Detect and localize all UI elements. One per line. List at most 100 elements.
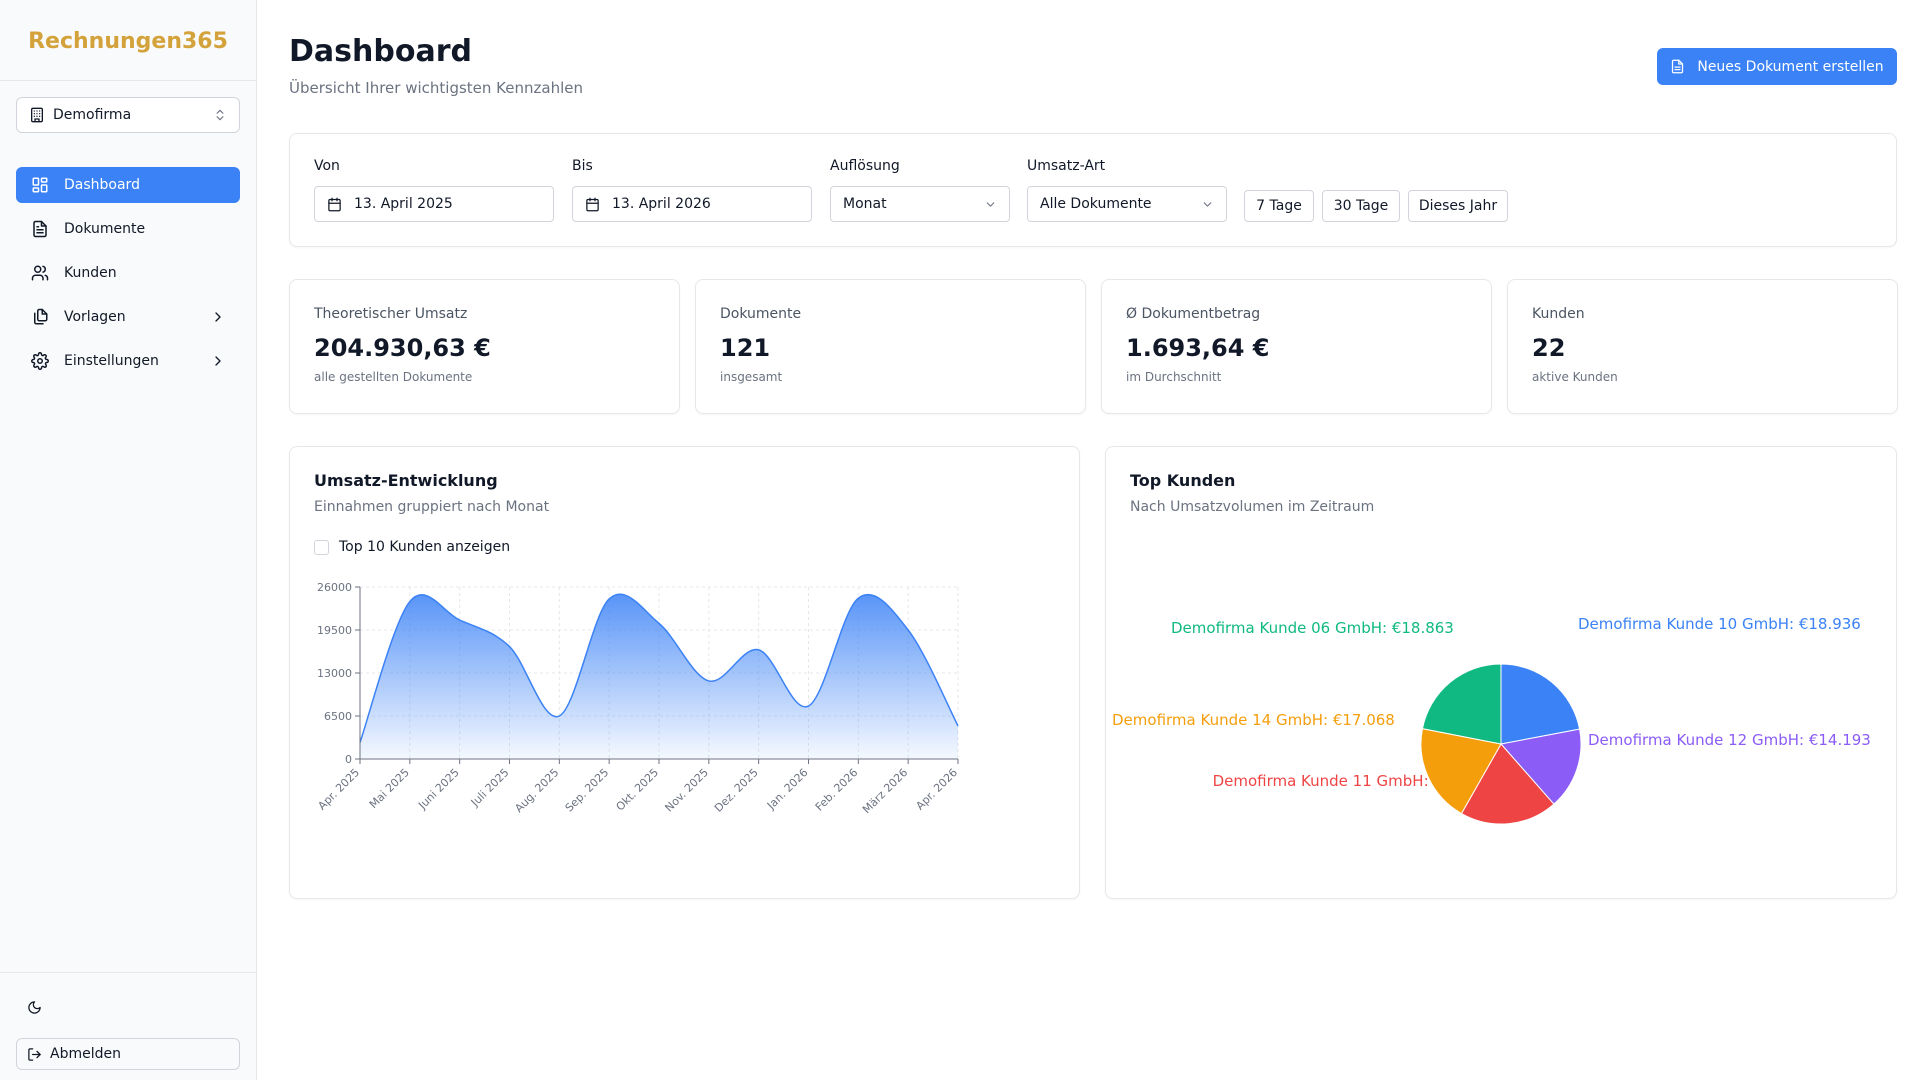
y-tick-label: 26000 (317, 581, 352, 594)
x-tick-label: Apr. 2025 (315, 766, 362, 813)
users-icon (30, 263, 50, 283)
x-tick-label: Okt. 2025 (614, 766, 662, 814)
area-fill (360, 594, 958, 759)
stat-subtitle: aktive Kunden (1532, 370, 1618, 384)
document-icon (30, 219, 50, 239)
sidebar-item-label: Vorlagen (64, 309, 126, 325)
sidebar-item-dashboard[interactable]: Dashboard (16, 167, 240, 203)
sidebar-item-kunden[interactable]: Kunden (16, 255, 240, 291)
stat-card-average: Ø Dokumentbetrag 1.693,64 € im Durchschn… (1101, 279, 1492, 414)
pie-slice-label: Demofirma Kunde 11 GmbH: €16.950 (1213, 772, 1496, 790)
chart-subtitle: Einnahmen gruppiert nach Monat (314, 499, 550, 515)
pie-slice (1500, 663, 1581, 745)
sidebar-item-label: Dokumente (64, 221, 146, 237)
sidebar-item-label: Dashboard (64, 177, 140, 193)
pie-slice-label: Demofirma Kunde 14 GmbH: €17.068 (1112, 711, 1395, 729)
y-tick-label: 19500 (317, 624, 352, 637)
revenue-type-select[interactable]: Alle Dokumente (1027, 186, 1227, 222)
resolution-select[interactable]: Monat (830, 186, 1010, 222)
stat-card-revenue: Theoretischer Umsatz 204.930,63 € alle g… (289, 279, 680, 414)
y-tick-label: 13000 (317, 667, 352, 680)
x-tick-label: Aug. 2025 (512, 766, 561, 815)
x-tick-label: Dez. 2025 (712, 766, 761, 815)
logout-button[interactable]: Abmelden (16, 1038, 240, 1070)
sidebar-nav: Dashboard Dokumente Kunden Vorlagen (16, 167, 240, 387)
pie-slice (1420, 728, 1502, 815)
to-date-value: 13. April 2026 (612, 196, 711, 212)
theme-toggle-button[interactable] (22, 995, 46, 1019)
pie-slice (1500, 728, 1582, 805)
resolution-value: Monat (843, 196, 887, 212)
filter-panel: Von 13. April 2025 Bis 13. April 2026 Au… (289, 133, 1897, 247)
company-selector[interactable]: Demofirma (16, 97, 240, 133)
logout-label: Abmelden (50, 1046, 121, 1062)
building-icon (29, 107, 45, 123)
calendar-icon (585, 197, 600, 212)
x-tick-label: Nov. 2025 (662, 766, 711, 815)
top-customers-checkbox[interactable] (314, 539, 329, 555)
chevron-right-icon (210, 353, 226, 369)
chevron-down-icon (1201, 198, 1214, 211)
pie-slice-label: Demofirma Kunde 06 GmbH: €18.863 (1171, 619, 1454, 637)
sidebar-footer: Abmelden (0, 972, 257, 1080)
from-date-value: 13. April 2025 (354, 196, 453, 212)
stat-title: Ø Dokumentbetrag (1126, 306, 1261, 322)
top-customers-toggle[interactable]: Top 10 Kunden anzeigen (314, 539, 510, 555)
to-date-input[interactable]: 13. April 2026 (572, 186, 812, 222)
sidebar-item-dokumente[interactable]: Dokumente (16, 211, 240, 247)
x-tick-label: Juli 2025 (468, 766, 512, 810)
chart-title: Umsatz-Entwicklung (314, 471, 498, 490)
chart-title: Top Kunden (1130, 471, 1236, 490)
x-tick-label: Mai 2025 (367, 766, 412, 811)
chevron-right-icon (210, 309, 226, 325)
chevron-down-icon (984, 198, 997, 211)
revenue-type-group: Umsatz-Art Alle Dokumente (1027, 158, 1227, 222)
sidebar-item-label: Einstellungen (64, 353, 159, 369)
stat-title: Dokumente (720, 306, 802, 322)
quick-range-7-days-button[interactable]: 7 Tage (1244, 190, 1314, 222)
logout-icon (27, 1047, 42, 1062)
to-date-label: Bis (572, 158, 593, 174)
chart-subtitle: Nach Umsatzvolumen im Zeitraum (1130, 499, 1375, 515)
main-content: Dashboard Übersicht Ihrer wichtigsten Ke… (257, 0, 1920, 1080)
revenue-type-value: Alle Dokumente (1040, 196, 1152, 212)
x-tick-label: Feb. 2026 (813, 766, 861, 814)
new-document-label: Neues Dokument erstellen (1697, 58, 1884, 75)
y-tick-label: 6500 (324, 710, 352, 723)
brand-logo[interactable]: Rechnungen365 (0, 0, 256, 81)
stat-title: Theoretischer Umsatz (314, 306, 468, 322)
resolution-group: Auflösung Monat (830, 158, 1010, 222)
x-tick-label: Sep. 2025 (563, 766, 612, 815)
top-customers-checkbox-label: Top 10 Kunden anzeigen (339, 539, 511, 555)
stat-value: 1.693,64 € (1126, 334, 1270, 362)
to-date-group: Bis 13. April 2026 (572, 158, 812, 222)
sidebar-item-einstellungen[interactable]: Einstellungen (16, 343, 240, 379)
quick-range-this-year-button[interactable]: Dieses Jahr (1408, 190, 1508, 222)
revenue-chart-card: Umsatz-Entwicklung Einnahmen gruppiert n… (289, 446, 1080, 899)
moon-icon (27, 1000, 42, 1015)
x-tick-label: Apr. 2026 (913, 766, 960, 813)
pie-slice-label: Demofirma Kunde 12 GmbH: €14.193 (1588, 731, 1871, 749)
stat-card-documents: Dokumente 121 insgesamt (695, 279, 1086, 414)
document-icon (1670, 59, 1685, 74)
sidebar-item-label: Kunden (64, 265, 117, 281)
page-title: Dashboard (289, 34, 472, 69)
dashboard-icon (30, 175, 50, 195)
from-date-label: Von (314, 158, 340, 174)
stat-subtitle: insgesamt (720, 370, 783, 384)
stat-value: 121 (720, 334, 771, 362)
revenue-type-label: Umsatz-Art (1027, 158, 1106, 174)
stat-card-customers: Kunden 22 aktive Kunden (1507, 279, 1898, 414)
series-line (359, 593, 959, 743)
templates-icon (30, 307, 50, 327)
top-customers-pie-chart: Demofirma Kunde 10 GmbH: €18.936 Demofirm… (1112, 615, 1871, 825)
x-tick-label: Juni 2025 (415, 766, 461, 812)
x-tick-label: Jan. 2026 (764, 766, 811, 813)
sidebar-item-vorlagen[interactable]: Vorlagen (16, 299, 240, 335)
new-document-button[interactable]: Neues Dokument erstellen (1657, 48, 1897, 85)
calendar-icon (327, 197, 342, 212)
quick-range-30-days-button[interactable]: 30 Tage (1322, 190, 1400, 222)
pie-slice (1460, 743, 1555, 825)
pie-slice (1421, 663, 1502, 745)
from-date-input[interactable]: 13. April 2025 (314, 186, 554, 222)
